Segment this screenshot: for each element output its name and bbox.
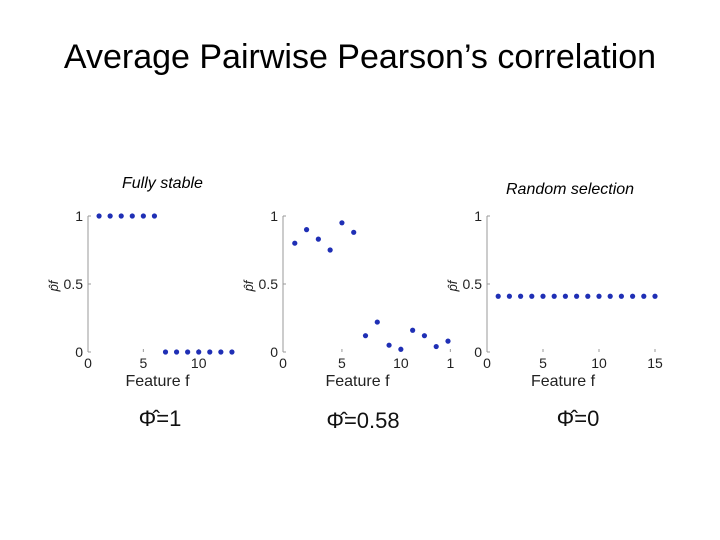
x-tick-label: 5 [338,355,346,371]
x-tick-label: 1 [446,355,454,371]
data-point [421,333,428,339]
stability-score-label: Φ̂=0 [557,406,600,431]
y-tick-label: 0.5 [64,276,84,292]
y-tick-label: 0 [75,344,83,360]
x-axis-label: Feature f [125,373,190,390]
data-point [596,293,602,299]
data-point [129,213,135,219]
data-point [574,293,580,299]
y-tick-label: 0.5 [463,276,483,292]
data-point [303,227,310,233]
x-tick-label: 0 [279,355,287,371]
data-point [652,293,658,299]
y-tick-label: 1 [75,208,83,224]
data-point [529,293,535,299]
x-tick-label: 0 [84,355,92,371]
data-point [162,349,169,355]
x-tick-label: 5 [139,355,147,371]
data-point [339,220,345,226]
data-point [607,293,613,299]
data-point [207,349,213,355]
data-point [327,247,333,253]
data-point [229,349,235,355]
data-point [540,293,546,299]
y-tick-label: 1 [474,208,482,224]
data-point [196,349,202,355]
data-point [315,236,321,242]
y-tick-label: 0 [270,344,278,360]
data-point [292,240,298,246]
data-point [151,213,158,219]
x-tick-label: 10 [591,355,607,371]
data-point [562,293,569,299]
x-tick-label: 15 [647,355,663,371]
y-tick-label: 0.5 [259,276,279,292]
y-axis-label: p̂f [445,279,460,292]
y-axis-label: p̂f [241,279,256,292]
panel-caption-random-selection: Random selection [506,181,635,198]
x-tick-label: 10 [191,355,207,371]
data-point [374,319,380,325]
data-point [630,293,636,299]
data-point [185,349,191,355]
data-point [386,342,392,348]
y-tick-label: 0 [474,344,482,360]
data-point [585,293,591,299]
x-axis-label: Feature f [531,373,596,390]
x-tick-label: 10 [393,355,409,371]
data-point [107,213,113,219]
x-tick-label: 5 [539,355,547,371]
data-point [495,293,501,299]
x-tick-label: 0 [483,355,491,371]
data-point [398,346,404,352]
data-point [618,293,625,299]
data-point [96,213,102,219]
x-axis-label: Feature f [325,373,390,390]
data-point [362,333,369,339]
data-point [218,349,224,355]
data-point [140,213,146,219]
data-point [433,343,439,350]
data-point [410,327,416,333]
data-point [506,293,512,299]
data-point [173,349,180,355]
data-point [445,338,451,344]
stability-score-label: Φ̂=1 [139,406,182,431]
data-point [118,213,124,219]
data-point [641,293,647,299]
slide-title: Average Pairwise Pearson’s correlation [63,38,657,76]
data-point [551,293,557,299]
panel-caption-fully-stable: Fully stable [122,175,203,192]
stability-score-label: Φ̂=0.58 [326,408,399,433]
data-point [351,229,357,235]
data-point [518,293,524,299]
y-axis-label: p̂f [46,279,61,292]
y-tick-label: 1 [270,208,278,224]
